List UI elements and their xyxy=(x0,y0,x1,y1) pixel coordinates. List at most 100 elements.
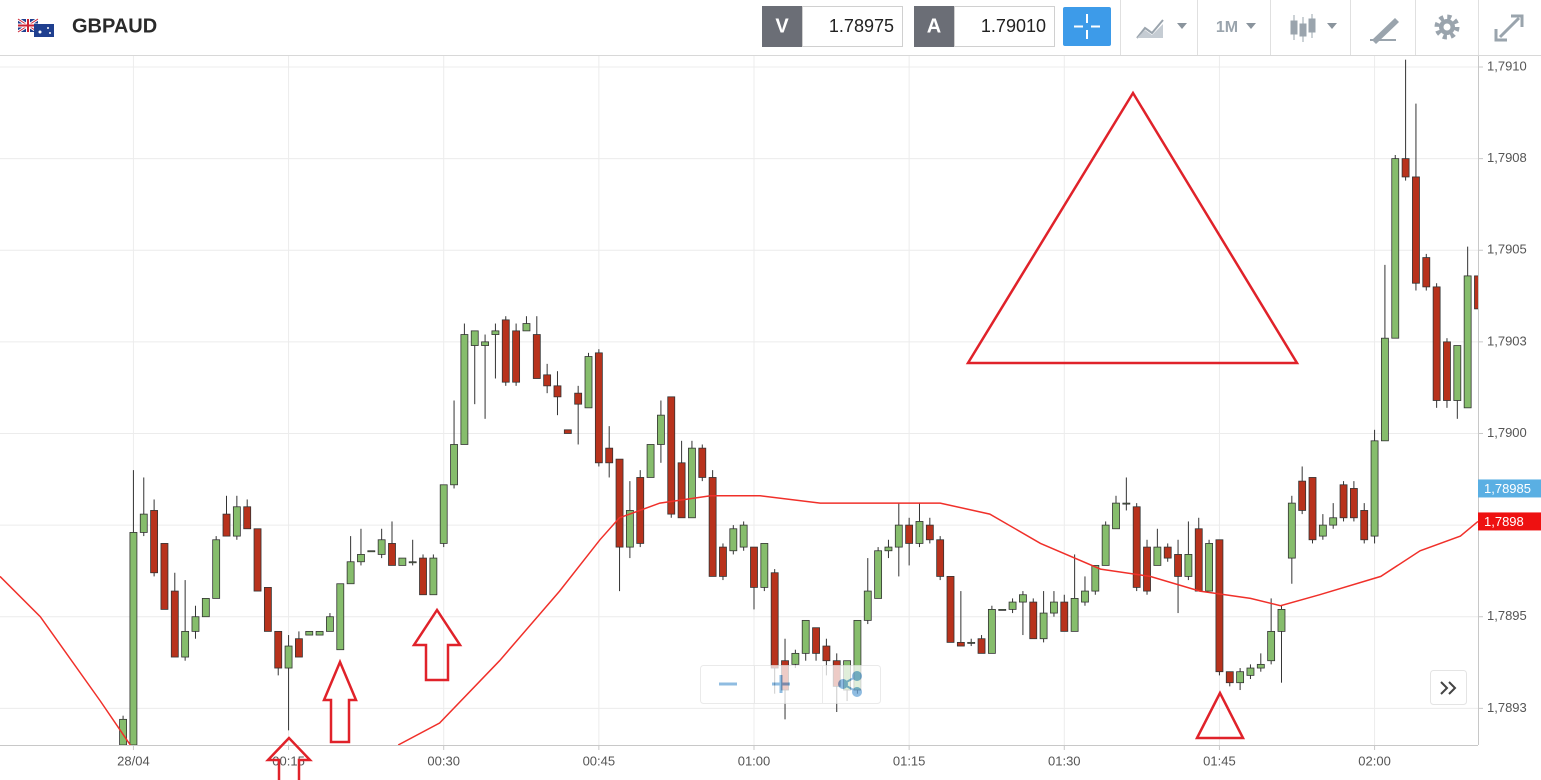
bid-label: V xyxy=(775,15,789,37)
candle-body xyxy=(1122,502,1131,505)
candle-body xyxy=(874,550,883,599)
candle-body xyxy=(563,429,572,434)
candle-body xyxy=(1432,286,1441,401)
candle-body xyxy=(801,619,810,654)
candle-body xyxy=(1329,517,1338,526)
candle-body xyxy=(574,392,583,405)
candle-body xyxy=(987,608,996,654)
candle-body xyxy=(1070,598,1079,632)
candle-body xyxy=(863,590,872,621)
candle-body xyxy=(388,543,396,566)
candle-body xyxy=(1008,601,1017,610)
candle-body xyxy=(429,557,438,596)
price-marker xyxy=(1478,512,1541,531)
candle-body xyxy=(357,554,365,563)
candle-body xyxy=(450,444,458,486)
y-tick-label: 1,7903 xyxy=(1487,333,1527,348)
candle-body xyxy=(1453,345,1462,401)
candle-body xyxy=(1050,601,1058,614)
chart-type-button[interactable] xyxy=(1136,19,1187,39)
x-tick-label: 02:00 xyxy=(1358,753,1391,768)
candle-body xyxy=(532,334,541,379)
y-tick-label: 1,7910 xyxy=(1487,58,1527,73)
axes: 1,7910 1,7908 1,7905 1,7903 1,7900 1,7898 1,78… xyxy=(117,58,1541,768)
candle-body xyxy=(967,641,976,644)
candle-body xyxy=(905,524,914,544)
candle-body xyxy=(946,576,955,643)
candle-body xyxy=(150,510,159,574)
x-tick-label: 00:45 xyxy=(583,753,616,768)
candle-body xyxy=(1267,630,1276,662)
y-tick-label: 1,7908 xyxy=(1487,150,1527,165)
candle-body xyxy=(543,374,552,387)
candle-body xyxy=(419,557,427,596)
candle-body xyxy=(1153,546,1162,566)
timeframe: 1M xyxy=(1216,19,1238,36)
candle-body xyxy=(439,484,448,544)
candle-body xyxy=(170,590,179,658)
arrow-annotation xyxy=(322,658,358,744)
candle-body xyxy=(491,330,500,335)
candle-body xyxy=(1443,341,1451,401)
x-tick-label: 01:30 xyxy=(1048,753,1081,768)
candle-body xyxy=(460,334,469,445)
crosshair-icon xyxy=(1074,14,1100,39)
candle-body xyxy=(181,630,190,658)
candle-body xyxy=(129,532,138,745)
candle-body xyxy=(274,630,283,669)
candle-body xyxy=(243,506,252,530)
candle-body xyxy=(936,539,945,577)
candle-body xyxy=(1391,158,1400,339)
x-tick-label: 01:15 xyxy=(893,753,926,768)
toolbar: GBPAUD V 1.78975 A 1.79010 1M xyxy=(0,0,1541,56)
candle-body xyxy=(408,561,417,564)
candle-body xyxy=(615,458,624,548)
candle-body xyxy=(791,652,800,665)
candle-body xyxy=(232,506,241,537)
candle-body xyxy=(667,396,676,515)
candle-body xyxy=(1091,565,1100,592)
moving-average-line xyxy=(0,495,1478,745)
candle-body xyxy=(1412,176,1420,284)
candle-body xyxy=(1225,671,1234,684)
ask-badge xyxy=(914,6,954,47)
candle-body xyxy=(1205,543,1213,592)
candle-body xyxy=(1339,484,1348,519)
candle-type-button[interactable] xyxy=(1290,14,1337,42)
share-button[interactable] xyxy=(838,671,862,697)
candle-body xyxy=(1349,488,1358,519)
x-tick-label: 01:45 xyxy=(1203,753,1236,768)
drawing-button[interactable] xyxy=(1370,18,1399,44)
candle-body xyxy=(1019,594,1027,603)
candle-body xyxy=(295,638,303,658)
candle-body xyxy=(822,645,831,662)
candle-body xyxy=(222,513,231,537)
candle-body xyxy=(925,524,934,541)
bid-badge xyxy=(762,6,802,47)
candle-body xyxy=(998,608,1007,611)
candle-body xyxy=(915,521,924,544)
price-marker-label: 1,78985 xyxy=(1484,481,1531,496)
candle-body xyxy=(263,587,272,632)
candle-body xyxy=(191,616,200,632)
candle-body xyxy=(367,550,376,553)
candle-body xyxy=(1132,506,1141,588)
fullscreen-button[interactable] xyxy=(1494,14,1524,42)
candle-body xyxy=(1184,554,1193,577)
bid-box[interactable] xyxy=(802,6,903,47)
candle-body xyxy=(501,319,510,383)
scroll-button[interactable] xyxy=(1430,670,1467,705)
candle-body xyxy=(1422,257,1431,288)
crosshair-button[interactable] xyxy=(1063,7,1111,46)
y-tick-label: 1,7900 xyxy=(1487,425,1527,440)
candle-body xyxy=(1236,671,1245,684)
ask-box[interactable] xyxy=(954,6,1055,47)
candle-body xyxy=(812,627,820,654)
timeframe-button[interactable]: 1M xyxy=(1216,19,1256,36)
candle-body xyxy=(553,385,562,398)
price-marker-label: 1,7898 xyxy=(1484,514,1524,529)
settings-button[interactable] xyxy=(1434,14,1460,40)
candle-body xyxy=(625,510,634,548)
zoom-in[interactable] xyxy=(772,675,790,693)
candle-body xyxy=(1298,480,1307,511)
